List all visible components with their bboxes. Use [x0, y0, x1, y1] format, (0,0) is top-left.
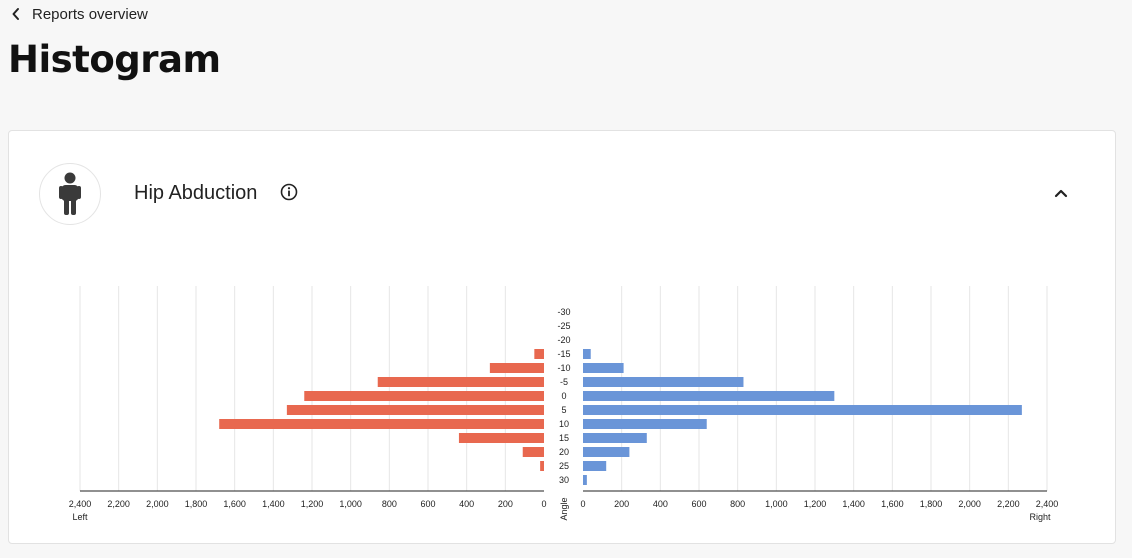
bar-right — [583, 433, 647, 443]
bar-right — [583, 419, 707, 429]
chevron-up-icon[interactable] — [1051, 183, 1071, 203]
tick-label-left: 200 — [498, 499, 513, 509]
tick-label-right: 1,800 — [920, 499, 943, 509]
tick-label-left: 1,000 — [339, 499, 362, 509]
tick-label-left: 2,000 — [146, 499, 169, 509]
angle-label: -5 — [560, 377, 568, 387]
angle-label: -25 — [557, 321, 570, 331]
tick-label-right: 1,000 — [765, 499, 788, 509]
tick-label-right: 200 — [614, 499, 629, 509]
angle-label: 5 — [561, 405, 566, 415]
tick-label-right: 800 — [730, 499, 745, 509]
angle-axis-label: Angle — [559, 497, 569, 520]
tick-label-left: 400 — [459, 499, 474, 509]
tick-label-right: 2,400 — [1036, 499, 1059, 509]
legend-left: Left — [72, 512, 88, 522]
angle-label: 20 — [559, 447, 569, 457]
bar-right — [583, 447, 630, 457]
bar-right — [583, 475, 587, 485]
tick-label-right: 600 — [691, 499, 706, 509]
bar-right — [583, 377, 744, 387]
angle-label: 0 — [561, 391, 566, 401]
info-icon[interactable] — [280, 183, 298, 201]
back-link[interactable]: Reports overview — [8, 4, 148, 24]
tick-label-left: 2,200 — [107, 499, 130, 509]
tick-label-left: 600 — [420, 499, 435, 509]
tick-label-right: 0 — [580, 499, 585, 509]
bar-left — [219, 419, 544, 429]
avatar — [39, 163, 101, 225]
histogram-card: Hip Abduction -30 -25 -20 -15 -10 -5 0 5 10 15 20 2… — [8, 130, 1116, 544]
bar-right — [583, 349, 591, 359]
tick-label-right: 1,400 — [842, 499, 865, 509]
bar-left — [489, 363, 544, 373]
tick-label-right: 1,200 — [804, 499, 827, 509]
bar-left — [377, 377, 544, 387]
tick-label-right: 2,000 — [958, 499, 981, 509]
tick-label-left: 1,200 — [301, 499, 324, 509]
tick-label-right: 1,600 — [881, 499, 904, 509]
bar-right — [583, 405, 1022, 415]
bar-left — [304, 391, 544, 401]
histogram-chart: -30 -25 -20 -15 -10 -5 0 5 10 15 20 25 30 0 0 200 200 400… — [69, 286, 1059, 522]
bar-right — [583, 363, 624, 373]
chevron-left-icon — [12, 8, 19, 20]
angle-label: -20 — [557, 335, 570, 345]
bar-right — [583, 391, 835, 401]
bar-left — [458, 433, 544, 443]
bar-left — [540, 461, 544, 471]
bar-left — [522, 447, 544, 457]
angle-label: -15 — [557, 349, 570, 359]
tick-label-left: 0 — [541, 499, 546, 509]
tick-label-right: 400 — [653, 499, 668, 509]
tick-label-left: 1,600 — [223, 499, 246, 509]
back-link-label: Reports overview — [32, 5, 148, 23]
tick-label-left: 2,400 — [69, 499, 92, 509]
bar-right — [583, 461, 607, 471]
bar-left — [534, 349, 544, 359]
legend-right: Right — [1029, 512, 1051, 522]
angle-label: 30 — [559, 475, 569, 485]
bar-left — [286, 405, 544, 415]
person-icon — [59, 172, 81, 215]
card-title: Hip Abduction — [134, 182, 258, 204]
tick-label-right: 2,200 — [997, 499, 1020, 509]
tick-label-left: 800 — [382, 499, 397, 509]
tick-label-left: 1,400 — [262, 499, 285, 509]
angle-label: 15 — [559, 433, 569, 443]
angle-label: 25 — [559, 461, 569, 471]
angle-label: -30 — [557, 307, 570, 317]
angle-label: -10 — [557, 363, 570, 373]
tick-label-left: 1,800 — [185, 499, 208, 509]
angle-label: 10 — [559, 419, 569, 429]
page-title: Histogram — [8, 38, 221, 81]
